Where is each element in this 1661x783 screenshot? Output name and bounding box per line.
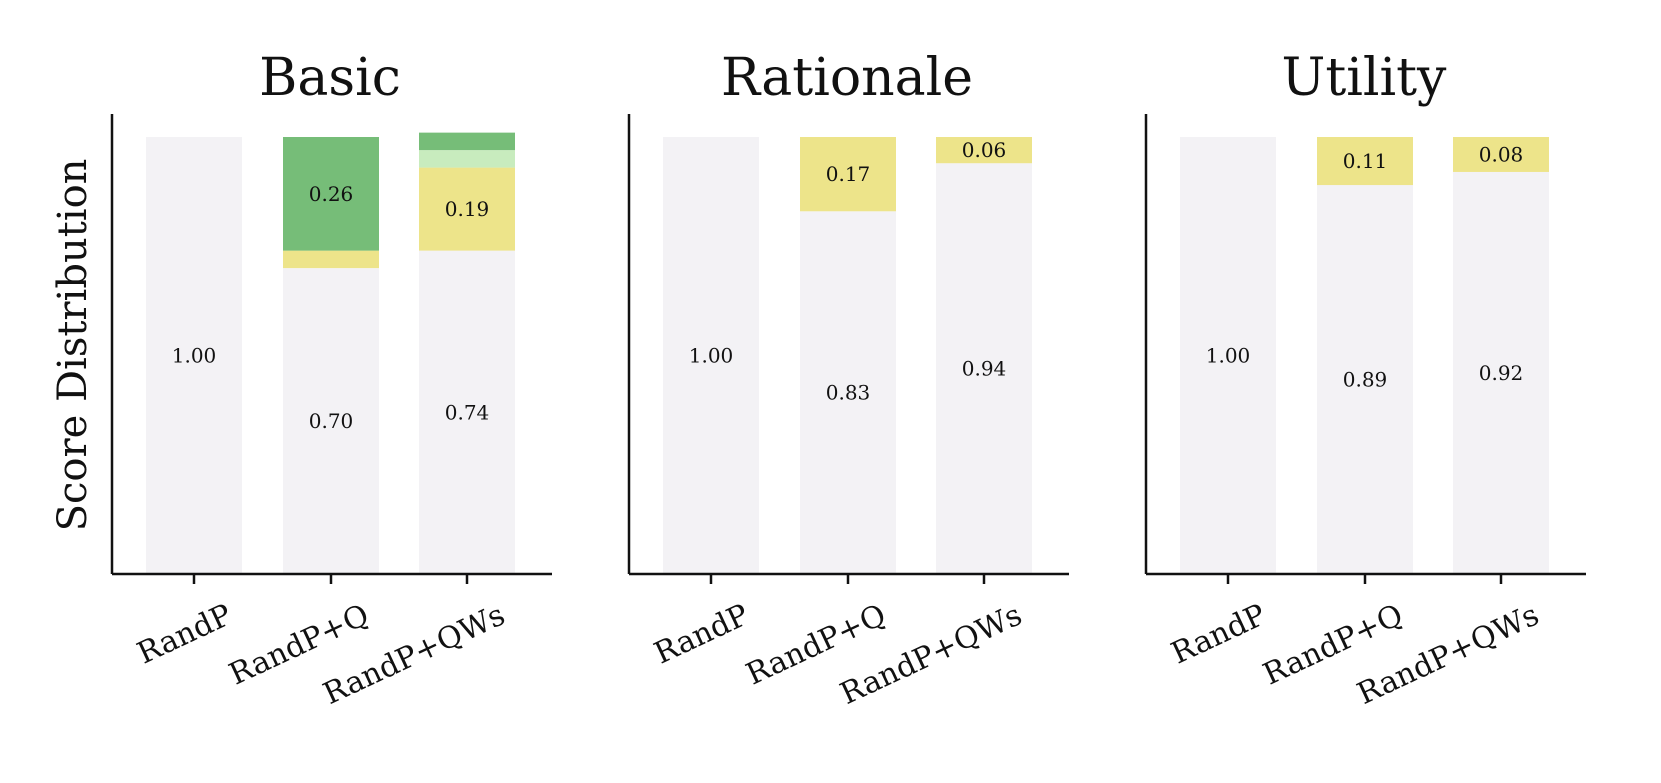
data-label: 0.17	[826, 162, 871, 186]
data-label: 0.70	[309, 409, 354, 433]
bar-segment-randp-plus-q-score-0	[283, 268, 379, 574]
x-tick-label: RandP	[132, 598, 237, 672]
x-tick-label: RandP	[649, 598, 754, 672]
bar-segment-randp-plus-qws-score-1	[1453, 137, 1549, 172]
panel-rationale: 1.000.830.170.940.06RandPRandP+QRandP+QW…	[627, 48, 1069, 712]
data-label: 1.00	[172, 344, 217, 368]
data-label: 0.92	[1479, 361, 1524, 385]
bar-segment-randp-plus-qws-score-1	[419, 167, 515, 251]
panel-basic: 1.000.700.260.740.19RandPRandP+QRandP+QW…	[110, 48, 552, 712]
data-label: 1.00	[1206, 344, 1251, 368]
panel-title: Basic	[259, 48, 401, 108]
data-label: 0.26	[309, 182, 354, 206]
data-label: 0.08	[1479, 142, 1524, 166]
bar-segment-randp-plus-qws-score-3	[419, 132, 515, 151]
panel-title: Utility	[1282, 48, 1448, 108]
bar-segment-randp-plus-qws-score-0	[1453, 171, 1549, 574]
bar-segment-randp-plus-qws-score-0	[419, 250, 515, 574]
bar-segment-randp-plus-q-score-0	[800, 211, 896, 575]
data-label: 0.94	[962, 357, 1007, 381]
bar-segment-randp-plus-q-score-3	[283, 137, 379, 251]
data-label: 0.83	[826, 381, 871, 405]
x-tick-label: RandP	[1166, 598, 1271, 672]
bar-segment-randp-plus-qws-score-2	[419, 150, 515, 168]
bar-segment-randp-plus-q-score-0	[1317, 185, 1413, 574]
data-label: 0.11	[1343, 149, 1388, 173]
data-label: 0.19	[445, 197, 490, 221]
data-label: 0.06	[962, 138, 1007, 162]
bar-segment-randp-plus-qws-score-0	[936, 163, 1032, 574]
panel-title: Rationale	[721, 48, 973, 108]
bar-segment-randp-score-0	[663, 137, 759, 574]
data-label: 0.74	[445, 400, 490, 424]
bar-segment-randp-score-0	[1180, 137, 1276, 574]
bar-segment-randp-plus-q-score-1	[800, 137, 896, 212]
y-axis-label: Score Distribution	[50, 159, 96, 532]
bar-segment-randp-plus-q-score-1	[283, 250, 379, 269]
bar-segment-randp-plus-qws-score-1	[936, 137, 1032, 164]
data-label: 1.00	[689, 344, 734, 368]
panel-utility: 1.000.890.110.920.08RandPRandP+QRandP+QW…	[1144, 48, 1586, 712]
data-label: 0.89	[1343, 368, 1388, 392]
bar-segment-randp-score-0	[146, 137, 242, 574]
bar-segment-randp-plus-q-score-1	[1317, 137, 1413, 186]
